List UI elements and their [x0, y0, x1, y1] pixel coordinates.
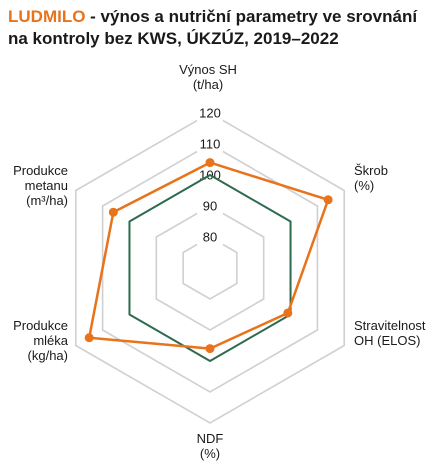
chart-title: LUDMILO - výnos a nutriční parametry ve …: [8, 6, 432, 50]
series-point-5: [84, 333, 94, 343]
grid-ring-110: [101, 143, 319, 393]
brand-name: LUDMILO: [8, 7, 86, 26]
tick-label-bg: [197, 198, 223, 214]
title-text: - výnos a nutriční parametry ve srovnání…: [8, 7, 418, 48]
series-point-6: [108, 207, 118, 217]
series-point-2: [323, 195, 333, 205]
tick-label-120: 120: [199, 106, 221, 121]
tick-label-bg: [197, 136, 223, 152]
series-point-4: [205, 344, 215, 354]
radar-series: [84, 158, 333, 362]
axis-label-5: Produkce mléka (kg/ha): [13, 318, 69, 363]
tick-label-110: 110: [200, 137, 221, 152]
axis-label-2: Škrob (%): [354, 163, 388, 193]
grid-ring-80: [182, 236, 238, 300]
tick-label-bg: [197, 229, 223, 245]
tick-label-80: 80: [203, 230, 217, 245]
series-line-1: [128, 174, 292, 362]
axis-label-4: NDF (%): [197, 431, 224, 461]
tick-label-90: 90: [203, 199, 217, 214]
series-point-3: [283, 308, 293, 318]
tick-label-bg: [197, 105, 223, 121]
grid-ring-120: [74, 112, 346, 424]
radar-grid: [74, 112, 346, 424]
series-point-1: [205, 158, 215, 168]
axis-labels: Výnos SH (t/ha) Škrob (%) Stravitelnost OH (E…: [13, 62, 426, 461]
grid-ring-90: [155, 205, 265, 331]
series-line-2: [87, 161, 330, 350]
axis-label-1: Výnos SH (t/ha): [179, 62, 237, 92]
axis-label-3: Stravitelnost OH (ELOS): [354, 318, 426, 348]
axis-label-6: Produkce metanu (m³/ha): [13, 163, 68, 208]
